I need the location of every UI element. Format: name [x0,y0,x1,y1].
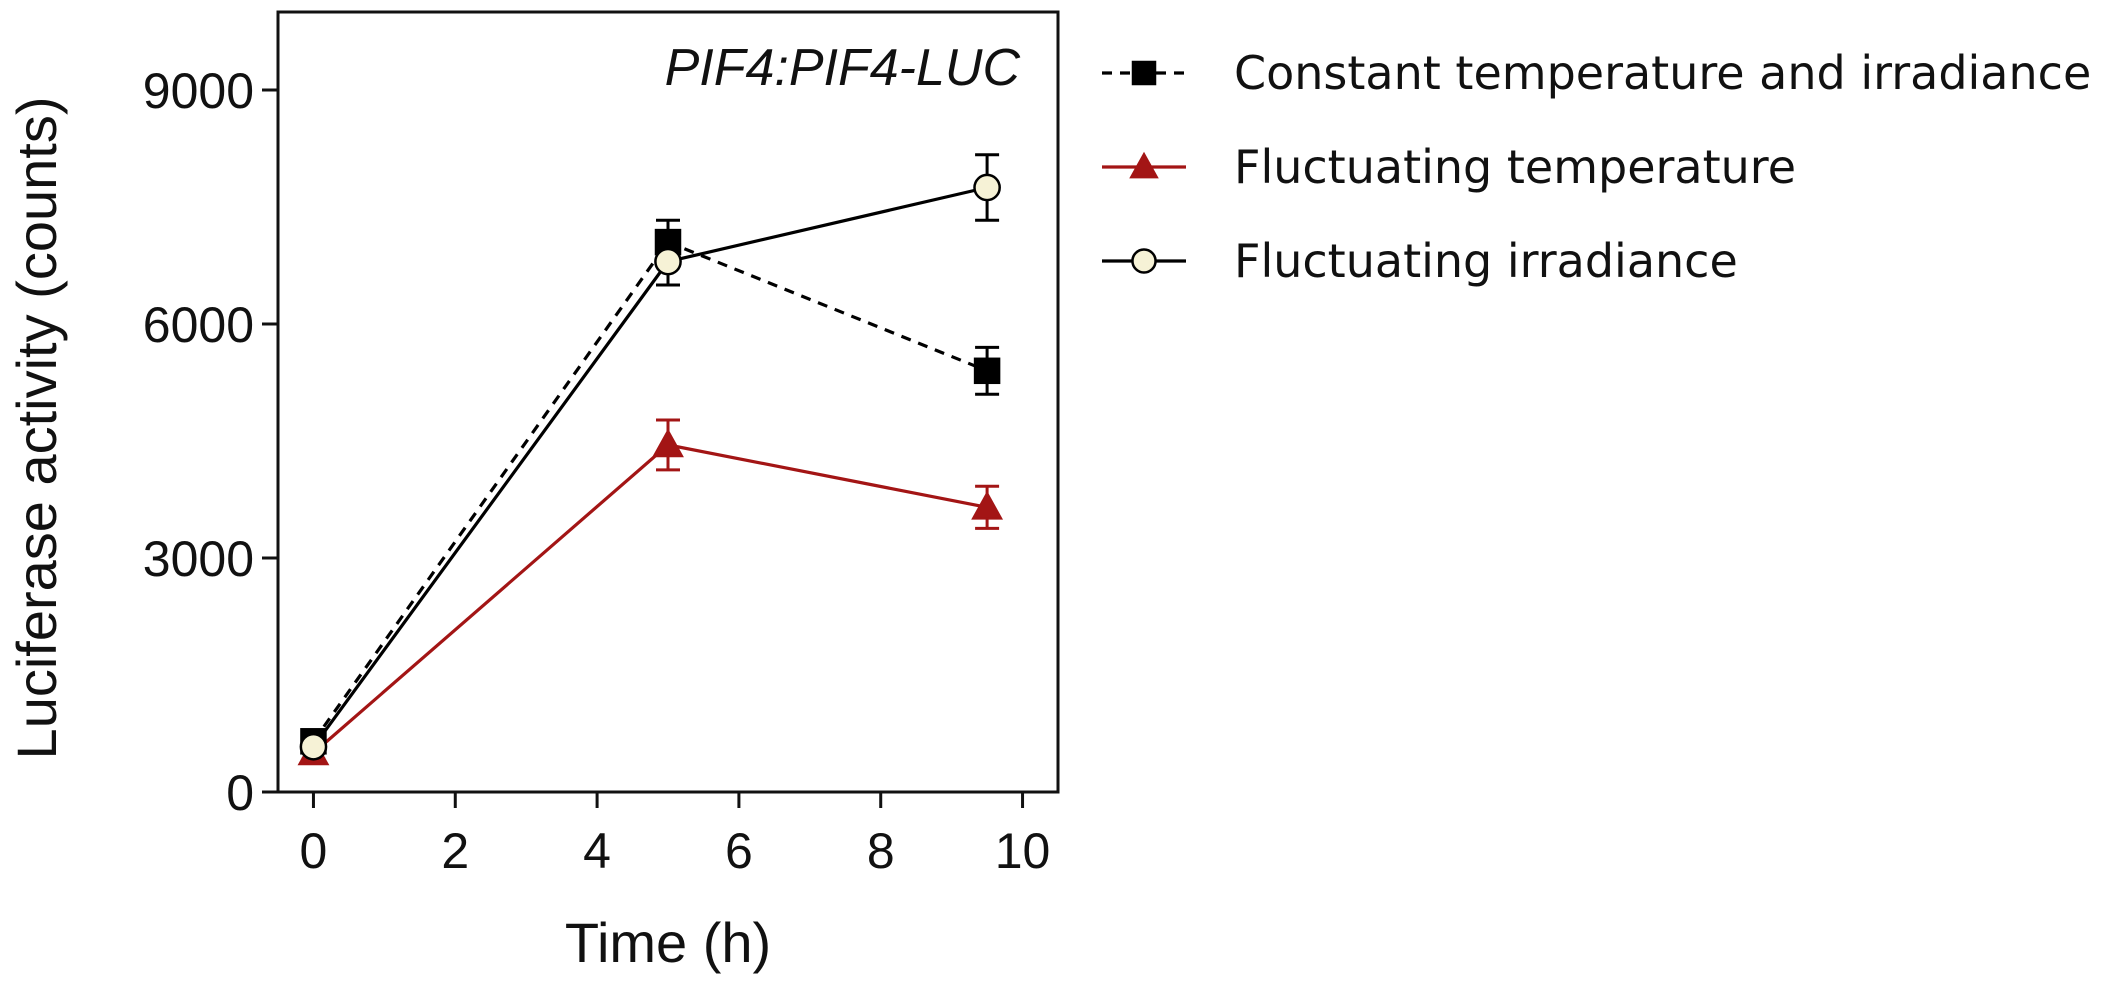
legend-label: Constant temperature and irradiance [1234,46,2091,100]
legend-marker [1131,248,1157,274]
x-tick-label: 4 [583,823,611,879]
y-tick-label: 0 [226,765,254,821]
series-line [312,443,988,755]
legend-item-0: Constant temperature and irradiance [1102,46,2091,100]
series-markers-0 [300,228,1001,755]
y-tick-label: 9000 [143,63,254,119]
x-axis-title: Time (h) [565,911,771,974]
series-markers-2 [299,173,1001,761]
x-tick-label: 8 [867,823,895,879]
series-1 [301,418,1000,761]
x-tick-label: 10 [995,823,1051,879]
plot-frame [276,10,1060,794]
legend-item-2: Fluctuating irradiance [1102,234,1738,288]
data-point [973,357,1001,385]
x-tick-label: 0 [300,823,328,879]
data-point [654,247,682,276]
series-line [312,185,988,748]
data-point [971,490,1004,520]
legend-marker [1129,151,1159,179]
x-tick-label: 6 [725,823,753,879]
legend: Constant temperature and irradiance Fluct… [1102,46,2091,288]
y-tick-label: 3000 [143,531,254,587]
data-point [973,173,1001,202]
x-tick-label: 2 [441,823,469,879]
data-point [299,732,328,761]
y-axis-title: Luciferase activity (counts) [5,97,68,760]
chart-annotation: PIF4:PIF4-LUC [665,39,1021,97]
plot-area: 0 2 4 6 8 10 0 3000 6000 9000 [143,10,1060,879]
legend-marker [1131,60,1157,86]
legend-label: Fluctuating irradiance [1234,234,1738,288]
legend-label: Fluctuating temperature [1234,140,1796,194]
series-2 [301,153,1000,755]
series-0 [301,218,1000,750]
series-markers-1 [297,428,1004,766]
y-tick-label: 6000 [143,297,254,353]
data-point [652,428,684,458]
legend-item-1: Fluctuating temperature [1102,140,1796,194]
